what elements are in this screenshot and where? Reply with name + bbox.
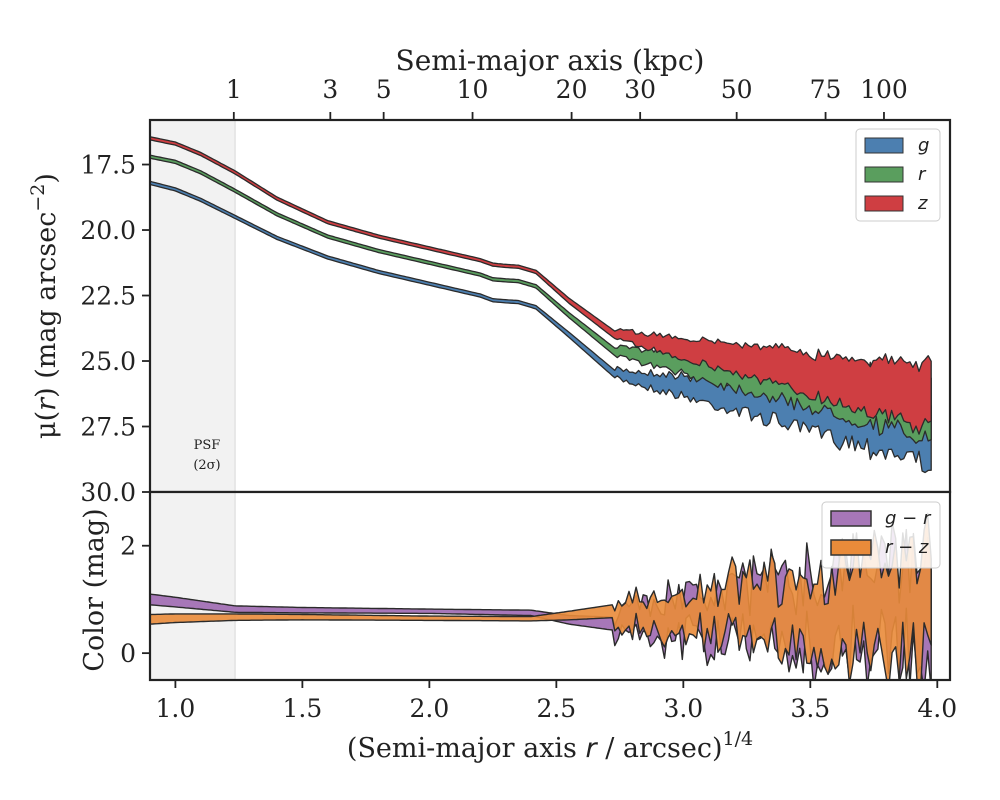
bottom-frame <box>148 490 952 682</box>
bottom-x-axis: 1.0 1.5 2.0 2.5 3.0 3.5 4.0 <box>156 680 957 723</box>
bottom-x-axis-title: (Semi-major axis r / arcsec)1/4 <box>347 728 753 764</box>
psf-label-sigma: (2σ) <box>193 458 220 473</box>
top-kpc-axis: 1 3 5 10 20 30 50 75 100 <box>226 75 908 120</box>
band-profiles <box>150 136 932 474</box>
top-kpc-tick-label: 75 <box>810 75 842 104</box>
legend-label-g: g <box>918 135 929 156</box>
bottom-y-tick-label: 2 <box>120 532 136 561</box>
top-kpc-tick-label: 100 <box>860 75 908 104</box>
top-y-tick-label: 17.5 <box>80 151 136 180</box>
bottom-x-tick-label: 2.0 <box>409 694 449 723</box>
legend-swatch-z <box>864 195 904 212</box>
bottom-y-tick-label: 0 <box>120 639 136 668</box>
legend-swatch-r <box>864 166 904 183</box>
surface-brightness-panel: PSF (2σ) 17.5 20.0 22.5 25.0 27.5 30.0 1 3 5 10 2… <box>27 44 952 507</box>
top-y-tick-label: 22.5 <box>80 282 136 311</box>
psf-shading-bottom <box>150 492 236 680</box>
top-kpc-tick-label: 30 <box>624 75 656 104</box>
legend-label-z: z <box>917 193 928 214</box>
psf-shading <box>150 120 236 492</box>
bottom-x-tick-label: 3.5 <box>790 694 830 723</box>
psf-label: PSF <box>194 438 221 453</box>
top-y-tick-label: 20.0 <box>80 216 136 245</box>
band-legend: g r z <box>855 128 941 222</box>
top-kpc-tick-label: 1 <box>226 75 242 104</box>
bottom-x-tick-label: 2.5 <box>536 694 576 723</box>
legend-label-r: r <box>918 164 927 185</box>
legend-label-g-r: g − r <box>885 508 932 529</box>
bottom-x-tick-label: 4.0 <box>917 694 957 723</box>
legend-swatch-r-z <box>830 539 872 556</box>
legend-label-r-z: r − z <box>885 537 929 558</box>
band-profile-z <box>150 136 932 435</box>
top-y-axis-title: μ(r) (mag arcsec−2) <box>27 173 62 439</box>
top-plot-area <box>150 120 950 492</box>
bottom-y-axis: 02 <box>120 532 150 668</box>
bottom-y-axis-title: Color (mag) <box>79 508 110 671</box>
color-profile-r-z <box>150 512 932 680</box>
bottom-x-tick-label: 3.0 <box>663 694 703 723</box>
bottom-x-tick-label: 1.5 <box>282 694 322 723</box>
top-axis-title: Semi-major axis (kpc) <box>396 44 705 77</box>
top-y-tick-label: 27.5 <box>80 413 136 442</box>
top-kpc-tick-label: 50 <box>721 75 753 104</box>
color-legend: g − r r − z <box>821 501 941 569</box>
band-profile-g <box>150 180 932 474</box>
top-kpc-tick-label: 10 <box>457 75 489 104</box>
top-y-tick-label: 25.0 <box>80 347 136 376</box>
legend-swatch-g <box>864 137 904 154</box>
top-y-tick-label: 30.0 <box>80 478 136 507</box>
top-y-axis: 17.5 20.0 22.5 25.0 27.5 30.0 <box>80 151 150 507</box>
bottom-x-tick-label: 1.0 <box>156 694 196 723</box>
legend-swatch-g-r <box>830 510 872 527</box>
top-kpc-tick-label: 5 <box>376 75 392 104</box>
top-kpc-tick-label: 3 <box>322 75 338 104</box>
top-kpc-tick-label: 20 <box>556 75 588 104</box>
color-panel: 02 1.0 1.5 2.0 2.5 3.0 3.5 4.0 Color (mag) (Se… <box>79 490 957 764</box>
